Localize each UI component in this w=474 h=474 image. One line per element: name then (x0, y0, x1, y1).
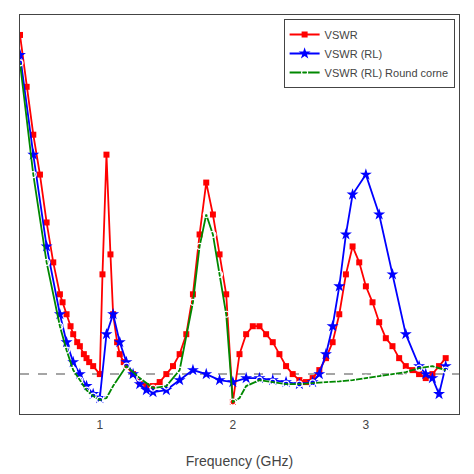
svg-text:2: 2 (230, 418, 237, 432)
svg-text:3: 3 (363, 418, 370, 432)
svg-text:Frequency (GHz): Frequency (GHz) (186, 453, 293, 469)
svg-text:VSWR (RL): VSWR (RL) (325, 48, 382, 60)
svg-text:VSWR: VSWR (325, 29, 358, 41)
svg-text:1: 1 (96, 418, 103, 432)
svg-text:VSWR (RL) Round corne: VSWR (RL) Round corne (325, 67, 449, 79)
